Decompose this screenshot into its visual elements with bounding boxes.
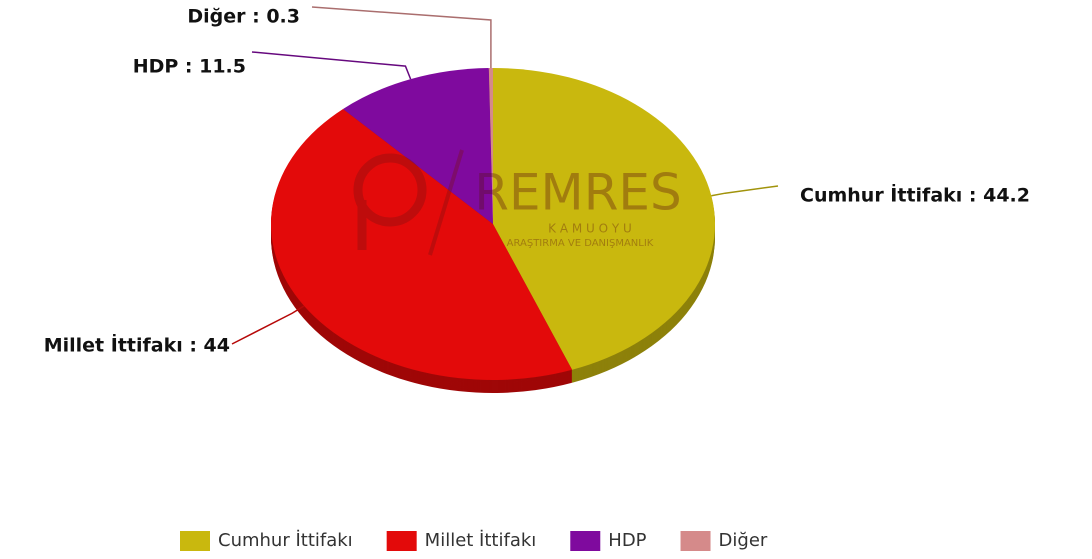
leader-line bbox=[251, 51, 412, 80]
legend-label: Diğer bbox=[719, 530, 768, 551]
labels: Cumhur İttifakı : 44.2 Millet İttifakı : … bbox=[44, 6, 1030, 357]
data-label: Cumhur İttifakı : 44.2 bbox=[800, 183, 1030, 207]
legend-swatch bbox=[680, 531, 711, 551]
legend-label: Millet İttifakı bbox=[425, 530, 537, 551]
legend: Cumhur İttifakı Millet İttifakı HDP Diğer bbox=[180, 530, 768, 551]
data-label: HDP : 11.5 bbox=[133, 56, 246, 78]
data-label: Diğer : 0.3 bbox=[187, 6, 300, 28]
watermark-logo bbox=[428, 149, 464, 256]
leader-line bbox=[311, 6, 492, 69]
legend-swatch bbox=[386, 531, 417, 551]
slice bbox=[271, 108, 573, 381]
slice bbox=[343, 68, 493, 224]
watermark-brand: REMRES bbox=[474, 164, 682, 222]
slice bbox=[488, 68, 493, 224]
leader-line bbox=[711, 185, 779, 197]
pie bbox=[271, 68, 715, 394]
legend-label: Cumhur İttifakı bbox=[218, 530, 353, 551]
watermark-line: ARAŞTIRMA VE DANIŞMANLIK bbox=[507, 238, 654, 249]
legend-label: HDP bbox=[608, 530, 646, 551]
watermark: REMRES K A M U O Y U ARAŞTIRMA VE DANIŞM… bbox=[353, 149, 682, 256]
watermark-line: K A M U O Y U bbox=[548, 222, 632, 236]
leader-line bbox=[231, 305, 305, 345]
watermark-logo bbox=[353, 153, 427, 227]
legend-swatch bbox=[180, 531, 210, 551]
data-label: Millet İttifakı : 44 bbox=[44, 333, 230, 357]
slice bbox=[493, 68, 715, 370]
legend-swatch bbox=[570, 531, 601, 551]
